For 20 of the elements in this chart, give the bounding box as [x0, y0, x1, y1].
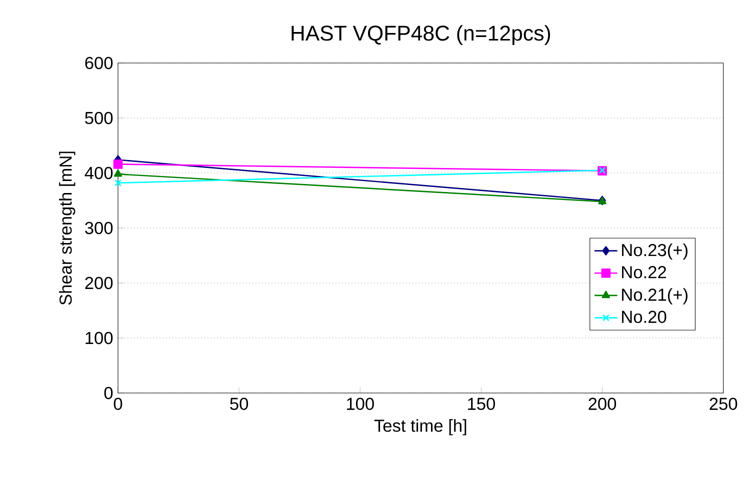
y-tick-label: 500	[85, 112, 113, 124]
x-tick-label: 250	[710, 398, 738, 410]
y-tick-label: 600	[85, 56, 113, 70]
legend-label: No.21(+)	[622, 288, 688, 304]
legend-label: No.22	[622, 266, 666, 278]
y-tick-label: 100	[86, 332, 113, 344]
x-tick-label: 150	[468, 398, 495, 410]
y-tick-label: 400	[84, 166, 113, 180]
y-tick-label: 0	[104, 386, 113, 400]
x-tick-label: 200	[588, 398, 616, 410]
x-axis-title: Test time [h]	[374, 419, 466, 436]
x-tick-label: 50	[230, 398, 248, 410]
x-tick-label: 0	[114, 398, 122, 410]
y-tick-label: 200	[85, 276, 113, 290]
y-tick-label: 300	[85, 222, 113, 234]
legend-label: No.23(+)	[622, 243, 688, 260]
y-axis-title: Shear strength [mN]	[59, 152, 76, 305]
chart-title: HAST VQFP48C (n=12pcs)	[292, 25, 550, 45]
x-tick-label: 100	[346, 398, 374, 410]
legend-label: No.20	[622, 310, 666, 323]
